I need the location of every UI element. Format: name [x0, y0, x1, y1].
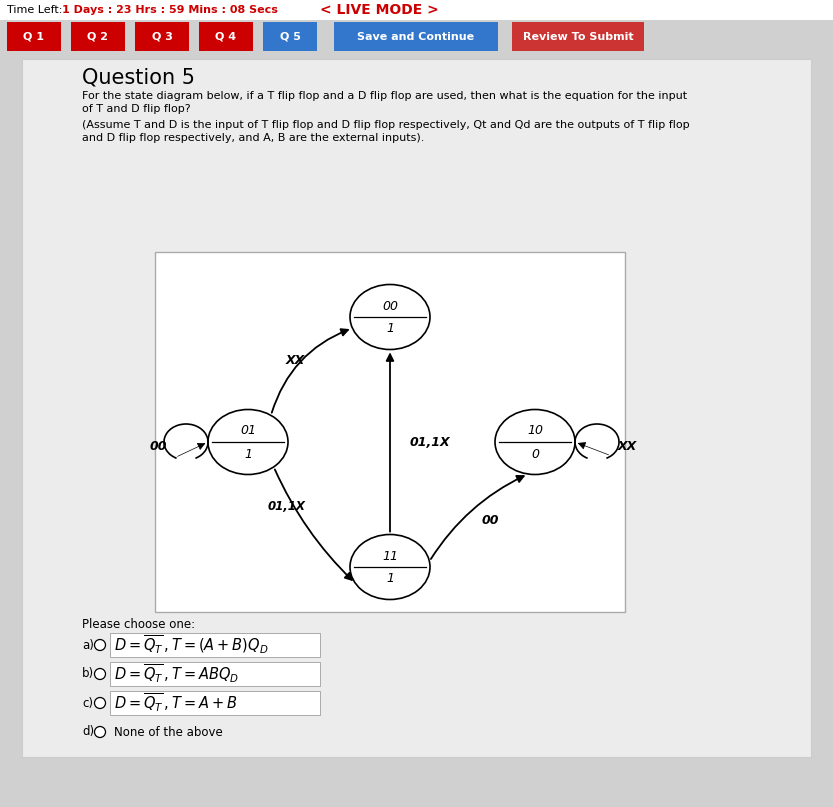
Ellipse shape	[495, 409, 575, 475]
Text: For the state diagram below, if a T flip flop and a D flip flop are used, then w: For the state diagram below, if a T flip…	[82, 91, 687, 101]
Text: 01,1X: 01,1X	[268, 500, 306, 513]
FancyBboxPatch shape	[135, 22, 189, 51]
Text: d): d)	[82, 725, 94, 738]
Text: 1: 1	[386, 572, 394, 586]
Text: Q 5: Q 5	[280, 31, 301, 41]
Circle shape	[94, 639, 106, 650]
FancyBboxPatch shape	[334, 22, 498, 51]
Text: Save and Continue: Save and Continue	[357, 31, 475, 41]
FancyBboxPatch shape	[263, 22, 317, 51]
Text: 01: 01	[240, 424, 256, 437]
Text: c): c)	[82, 696, 93, 709]
Text: 00: 00	[149, 441, 167, 454]
FancyArrowPatch shape	[387, 354, 393, 532]
Text: and D flip flop respectively, and A, B are the external inputs).: and D flip flop respectively, and A, B a…	[82, 133, 424, 143]
FancyBboxPatch shape	[22, 59, 811, 757]
Text: $D = \overline{Q_T}\,,T = (A + B)Q_D$: $D = \overline{Q_T}\,,T = (A + B)Q_D$	[114, 633, 268, 656]
FancyArrowPatch shape	[272, 329, 348, 412]
FancyBboxPatch shape	[7, 22, 61, 51]
Text: Please choose one:: Please choose one:	[82, 617, 195, 630]
Text: Q 4: Q 4	[216, 31, 237, 41]
Text: of T and D flip flop?: of T and D flip flop?	[82, 104, 191, 114]
FancyArrowPatch shape	[275, 470, 352, 580]
Ellipse shape	[208, 409, 288, 475]
Ellipse shape	[350, 534, 430, 600]
Text: (Assume T and D is the input of T flip flop and D flip flop respectively, Qt and: (Assume T and D is the input of T flip f…	[82, 120, 690, 130]
FancyBboxPatch shape	[110, 662, 320, 686]
FancyBboxPatch shape	[110, 691, 320, 715]
FancyBboxPatch shape	[512, 22, 644, 51]
Text: b): b)	[82, 667, 94, 680]
FancyArrowPatch shape	[431, 476, 524, 559]
Text: None of the above: None of the above	[114, 725, 222, 738]
Text: 11: 11	[382, 550, 398, 562]
Text: Question 5: Question 5	[82, 67, 195, 87]
Text: 01,1X: 01,1X	[410, 436, 451, 449]
Text: $D = \overline{Q_T}\,,T = ABQ_D$: $D = \overline{Q_T}\,,T = ABQ_D$	[114, 663, 239, 685]
Circle shape	[94, 697, 106, 709]
FancyBboxPatch shape	[199, 22, 253, 51]
Ellipse shape	[350, 285, 430, 349]
FancyArrowPatch shape	[578, 442, 609, 455]
Text: XX: XX	[286, 353, 305, 366]
FancyBboxPatch shape	[71, 22, 125, 51]
Text: 1: 1	[386, 323, 394, 336]
Text: Review To Submit: Review To Submit	[522, 31, 633, 41]
Text: 00: 00	[481, 513, 499, 526]
Text: Q 1: Q 1	[23, 31, 44, 41]
FancyBboxPatch shape	[155, 252, 625, 612]
Text: Q 3: Q 3	[152, 31, 172, 41]
FancyBboxPatch shape	[110, 633, 320, 657]
Circle shape	[94, 726, 106, 738]
Text: 00: 00	[382, 299, 398, 312]
FancyBboxPatch shape	[0, 0, 833, 20]
Text: Time Left:: Time Left:	[7, 5, 66, 15]
Text: 10: 10	[527, 424, 543, 437]
Text: XX: XX	[617, 441, 636, 454]
Text: 0: 0	[531, 448, 539, 461]
Text: a): a)	[82, 638, 94, 651]
Text: $D = \overline{Q_T}\,,T = A + B$: $D = \overline{Q_T}\,,T = A + B$	[114, 692, 237, 714]
Circle shape	[94, 668, 106, 679]
Text: 1: 1	[244, 448, 252, 461]
Text: 1 Days : 23 Hrs : 59 Mins : 08 Secs: 1 Days : 23 Hrs : 59 Mins : 08 Secs	[62, 5, 278, 15]
Text: Q 2: Q 2	[87, 31, 108, 41]
Text: < LIVE MODE >: < LIVE MODE >	[320, 3, 439, 17]
FancyArrowPatch shape	[177, 443, 205, 457]
